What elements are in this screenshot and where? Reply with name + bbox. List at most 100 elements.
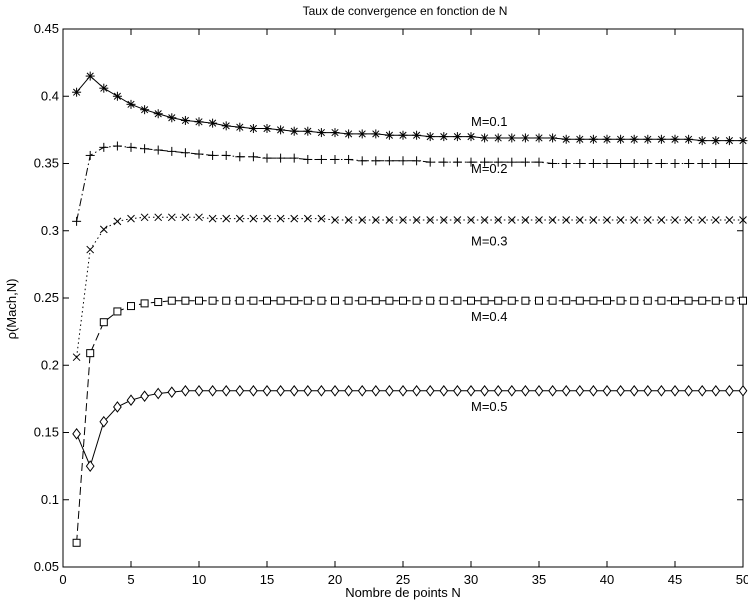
series-2-point-29 [467,216,475,224]
series-0-point-33 [520,133,530,143]
series-0-point-20 [344,129,354,139]
x-tick-label-0: 0 [59,572,66,587]
series-0-point-30 [480,133,490,143]
series-4-point-46 [697,384,707,397]
annotation-label-0: M=0.1 [471,114,508,129]
series-3-point-35 [548,296,557,305]
series-2-point-36 [562,216,571,224]
series-0-point-36 [561,134,571,144]
x-tick-label-3: 15 [260,572,274,587]
series-1-point-38 [588,159,598,168]
series-4-point-49 [738,384,748,397]
series-3-point-21 [358,296,367,305]
series-4-point-44 [670,384,680,397]
series-2-point-32 [507,216,516,224]
series-2-point-12 [235,214,244,223]
series-2-point-40 [616,216,625,224]
series-3-point-27 [439,296,448,305]
y-tick-label-3: 0.2 [41,357,59,372]
series-0-point-0 [72,87,82,97]
series-2-point-37 [575,216,584,224]
series-0-point-23 [384,130,394,140]
series-3-point-18 [317,296,326,305]
series-3-point-6 [154,298,163,307]
series-3-point-12 [235,296,244,305]
series-0-point-26 [425,132,435,142]
series-2-point-16 [290,214,299,223]
series-1 [72,141,748,226]
series-1-point-15 [276,153,286,163]
series-4-point-37 [575,384,585,397]
series-1-point-5 [140,144,150,154]
series-1-point-8 [180,148,190,158]
x-tick-label-7: 35 [532,572,546,587]
series-0-point-25 [412,130,422,140]
series-4-point-39 [602,384,612,397]
series-0-point-46 [697,136,707,146]
series-1-point-3 [112,141,122,151]
series-1-point-32 [507,157,517,167]
series-3-point-13 [249,296,258,305]
series-0-point-47 [711,136,721,146]
series-3-point-22 [371,296,380,305]
series-4 [72,384,748,472]
series-4-point-27 [439,384,449,397]
series-3-line [76,300,743,543]
series-2-point-0 [72,353,81,362]
series-1-point-33 [520,157,530,167]
series-4-point-6 [153,387,163,400]
series-0-point-27 [439,132,449,142]
series-1-point-24 [398,156,408,166]
series-3-point-40 [616,296,625,305]
series-3-point-20 [344,296,353,305]
series-0-point-22 [371,129,381,139]
series-0-line [76,75,743,142]
y-tick-label-7: 0.4 [41,88,59,103]
x-tick-label-5: 25 [396,572,410,587]
x-tick-label-8: 40 [600,572,614,587]
series-1-point-36 [561,159,571,168]
series-1-point-27 [439,157,449,167]
series-2-point-15 [276,214,285,223]
series-0-point-43 [656,134,666,144]
series-2-point-6 [154,213,163,222]
series-0-point-9 [194,117,204,127]
series-1-line [76,145,743,222]
series-4-point-24 [398,384,408,397]
series-2-point-35 [548,216,557,224]
series-4-point-12 [235,384,245,397]
series-4-point-36 [561,384,571,397]
y-tick-label-4: 0.25 [34,290,59,305]
series-4-point-15 [276,384,285,397]
series-1-point-2 [99,142,109,152]
x-tick-label-1: 5 [127,572,134,587]
series-3-point-36 [562,296,571,305]
series-1-point-45 [684,159,694,168]
series-1-point-35 [548,159,558,168]
series-1-point-20 [344,154,354,164]
series-1-point-0 [72,216,82,226]
series-2-point-7 [167,213,176,222]
series-2-point-19 [331,216,339,224]
series-3-point-11 [222,296,231,305]
series-0-point-48 [724,136,734,146]
series-0-point-11 [221,121,231,131]
series-2-point-23 [385,216,394,224]
series-0-point-42 [643,134,653,144]
series-4-point-43 [657,384,666,397]
series-3-point-44 [671,296,679,305]
series-2-point-46 [698,216,707,224]
series-0-point-13 [248,124,258,134]
series-3-point-29 [467,296,475,305]
series-0-point-28 [452,132,462,142]
series-1-point-23 [384,156,394,166]
series-2-point-27 [439,216,448,224]
series-4-point-13 [249,384,258,397]
series-3-point-4 [127,302,135,311]
series-1-point-9 [194,149,204,159]
x-axis-title: Nombre de points N [345,585,461,600]
series-0-point-41 [629,134,639,144]
series-4-point-32 [507,384,517,397]
series-4-point-41 [629,384,639,397]
series-4-point-47 [711,384,721,397]
